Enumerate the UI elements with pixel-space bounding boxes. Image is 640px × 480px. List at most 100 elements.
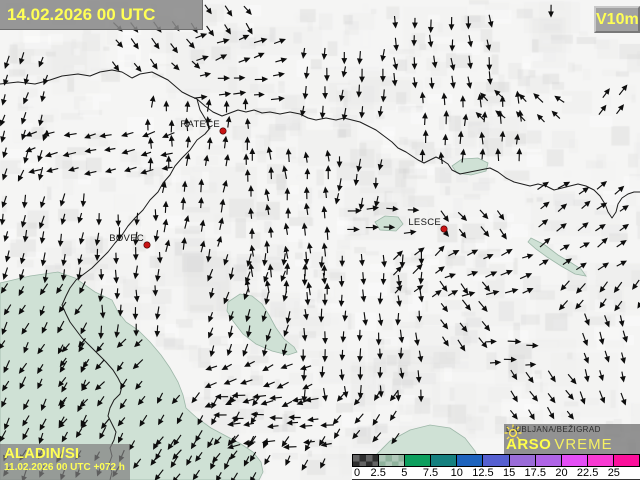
wind-arrow (419, 91, 426, 104)
wind-arrow (0, 340, 6, 349)
wind-arrow (215, 54, 228, 61)
wind-arrow (354, 413, 364, 424)
wind-arrow (318, 256, 325, 269)
wind-arrow (74, 304, 83, 316)
wind-arrow (393, 250, 403, 261)
wind-arrow (448, 249, 460, 257)
wind-arrow (341, 107, 348, 121)
wind-arrow (244, 136, 251, 151)
wind-arrow (103, 146, 116, 153)
wind-arrow (411, 57, 418, 70)
wind-arrow (616, 104, 625, 115)
wind-arrow (176, 412, 184, 425)
country-borders (0, 69, 640, 480)
wind-arrow (168, 134, 175, 147)
wind-arrow (620, 392, 627, 406)
wind-arrow (224, 456, 231, 470)
wind-arrow (360, 272, 367, 286)
wind-arrow (81, 381, 91, 391)
wind-arrow (398, 347, 404, 360)
wind-arrow (229, 450, 238, 460)
wind-arrow (338, 294, 345, 307)
wind-arrow (448, 16, 455, 31)
wind-arrow (156, 392, 164, 404)
wind-arrow (480, 226, 490, 238)
wind-arrow (216, 235, 223, 247)
wind-arrow (485, 39, 492, 52)
wind-arrow (84, 170, 97, 176)
model-box: ALADIN/SI 11.02.2026 00 UTC +072 h (0, 444, 130, 480)
wind-arrow (99, 304, 106, 319)
wind-arrow (283, 245, 290, 259)
wind-arrow (4, 55, 10, 69)
wind-arrow (211, 415, 217, 426)
wind-arrow (249, 244, 256, 257)
wind-arrow (238, 57, 251, 63)
wind-arrow (204, 4, 212, 15)
wind-arrow (223, 254, 229, 266)
green-region (374, 215, 404, 232)
wind-arrow (80, 322, 88, 335)
wind-arrow (377, 159, 384, 171)
wind-arrow (67, 166, 79, 172)
wind-arrow (481, 281, 491, 292)
wind-arrow (205, 365, 218, 371)
wind-arrow (60, 269, 67, 282)
wind-arrow (243, 456, 250, 467)
wind-arrow (318, 436, 326, 447)
wind-arrow (134, 212, 140, 226)
wind-arrow (322, 86, 328, 100)
wind-arrow (97, 288, 104, 303)
wind-arrow (562, 258, 572, 266)
wind-arrow (265, 203, 271, 215)
wind-arrow (115, 39, 124, 48)
wind-arrow (244, 117, 251, 129)
green-region (527, 237, 587, 277)
wind-arrow (28, 168, 42, 174)
wind-arrow (213, 412, 227, 418)
wind-arrow (75, 428, 83, 438)
wind-arrow (104, 167, 116, 174)
wind-arrow (302, 383, 313, 390)
wind-arrow (165, 155, 172, 169)
wind-arrow (139, 414, 148, 427)
wind-arrow (269, 394, 282, 401)
wind-arrow (135, 380, 143, 390)
wind-arrow (281, 400, 293, 408)
wind-arrow (154, 325, 161, 338)
wind-arrow (250, 411, 264, 418)
wind-arrow (457, 130, 464, 144)
wind-arrow (281, 343, 288, 357)
wind-arrow (84, 133, 96, 139)
attribution-station-label: LJUBLJANA/BEŽIGRAD (506, 425, 601, 434)
wind-arrow (557, 181, 571, 189)
wind-arrow (291, 396, 303, 403)
wind-arrow (226, 343, 233, 356)
wind-arrow (133, 265, 139, 280)
wind-arrow (269, 415, 283, 421)
wind-arrow (427, 19, 434, 34)
wind-arrow (94, 248, 101, 262)
wind-arrow (547, 370, 556, 383)
wind-arrow (304, 396, 319, 403)
wind-arrow (284, 262, 291, 275)
wind-arrow (243, 5, 252, 16)
legend-cell (561, 455, 588, 466)
wind-arrow (149, 95, 156, 108)
wind-arrow (389, 390, 399, 402)
wind-arrow (116, 361, 124, 372)
wind-arrow (195, 33, 208, 39)
wind-arrow (245, 309, 251, 323)
wind-arrow (210, 459, 216, 470)
wind-arrow (300, 105, 306, 117)
wind-arrow (595, 223, 606, 232)
wind-arrow (113, 269, 120, 284)
wind-arrow (340, 331, 347, 343)
wind-arrow (598, 331, 605, 345)
wind-arrow (303, 66, 310, 80)
wind-arrow (510, 369, 518, 381)
wind-arrow (583, 352, 589, 364)
station-dot (440, 225, 448, 233)
wind-arrow (76, 267, 83, 281)
wind-arrow (39, 196, 46, 209)
